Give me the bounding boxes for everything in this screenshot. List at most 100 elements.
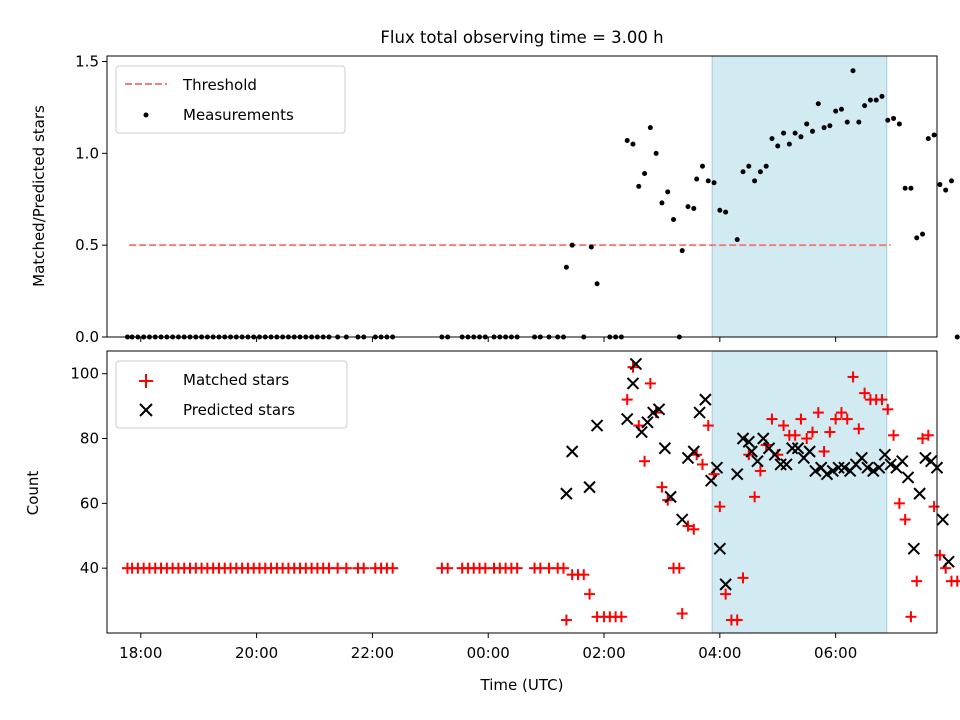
predicted-stars-point [838,461,851,474]
y-tick-label: 0.0 [75,328,99,346]
measurement-point [594,281,600,287]
measurement-point [879,93,885,99]
predicted-stars-point [832,461,845,474]
matched-stars-point [911,575,923,587]
matched-stars-point [934,549,946,561]
matched-stars-point [899,514,911,526]
predicted-stars-point [710,461,724,474]
matched-stars-point [789,429,801,441]
measurement-point [642,171,648,177]
matched-stars-point [731,614,743,626]
matched-legend-label: Matched stars [183,371,289,389]
predicted-stars-point [936,513,949,526]
measurement-point [914,235,920,241]
predicted-stars-point [745,445,758,458]
matched-stars-point [876,394,888,406]
predicted-stars-point [736,432,750,445]
top-plot-marks [124,68,960,340]
matched-stars-point [853,423,865,435]
measurement-point [752,178,758,184]
measurement-point [821,125,827,131]
matched-stars-point [928,501,940,513]
measurement-point [856,119,862,125]
measurements-legend-swatch [143,112,149,118]
matched-stars-point [888,429,900,441]
measurement-point [734,237,740,243]
measurement-point [705,178,711,184]
measurement-point [804,121,810,127]
matched-stars-point [749,491,761,503]
matched-stars-point [893,497,905,509]
measurement-point [659,200,665,206]
measurement-point [775,143,781,149]
matched-stars-point [922,429,934,441]
predicted-stars-point [791,442,805,455]
predicted-stars-point [855,451,868,465]
predicted-stars-point [658,442,672,455]
matched-stars-point [917,433,929,445]
measurements-legend-label: Measurements [183,106,294,124]
predicted-stars-point [878,448,892,461]
predicted-stars-point [560,487,573,500]
predicted-stars-point [768,448,782,461]
predicted-stars-point [757,432,770,445]
predicted-stars-point [826,464,839,478]
measurement-point [891,115,897,121]
predicted-stars-point [901,471,915,484]
matched-stars-point [688,523,700,535]
x-tick-label: 22:00 [351,644,394,662]
measurement-point [873,97,879,103]
predicted-stars-point [872,461,886,474]
predicted-stars-point [626,377,640,390]
predicted-stars-point [629,357,643,371]
x-tick-label: 20:00 [235,644,278,662]
measurement-point [781,130,787,136]
matched-stars-point [807,426,818,438]
predicted-legend-swatch [139,403,153,417]
matched-stars-point [558,562,569,574]
predicted-stars-point [590,419,604,432]
top-y-axis-label: Matched/Predicted stars [30,105,48,287]
predicted-stars-point [751,454,764,468]
matched-stars-point [795,413,807,425]
matched-stars-point [754,465,766,477]
measurement-point [810,128,815,134]
measurement-point [757,169,763,175]
y-tick-label: 60 [80,494,99,512]
matched-stars-point [737,572,749,584]
matched-stars-point [639,455,651,467]
measurement-point [763,163,769,169]
measurement-point [624,137,630,143]
predicted-stars-point [803,445,816,458]
x-tick-label: 04:00 [698,644,741,662]
predicted-stars-point [742,435,756,448]
matched-stars-point [812,407,824,419]
predicted-stars-point [641,416,654,429]
top-shaded-region [711,55,888,338]
bottom-legend-box [115,360,348,429]
measurement-point [954,334,960,340]
predicted-stars-point [731,467,744,481]
predicted-stars-point [942,555,955,568]
predicted-stars-point [583,480,596,494]
matched-stars-point [387,562,399,574]
measurement-point [679,248,685,254]
matched-stars-point [841,413,853,425]
x-tick-label: 00:00 [467,644,510,662]
predicted-stars-point [907,542,921,555]
y-tick-label: 80 [80,430,99,448]
matched-stars-point [882,403,894,415]
predicted-stars-point [664,490,677,504]
measurement-point [647,125,653,131]
predicted-stars-point [861,461,874,474]
predicted-stars-point [896,454,909,468]
predicted-stars-point [699,393,712,406]
y-tick-label: 1.0 [75,144,99,162]
top-axes-frame [106,55,938,338]
y-tick-label: 40 [80,559,99,577]
matched-stars-point [714,501,726,513]
top-legend-box [115,65,346,134]
y-tick-label: 1.5 [75,53,99,71]
measurement-point [931,132,937,138]
